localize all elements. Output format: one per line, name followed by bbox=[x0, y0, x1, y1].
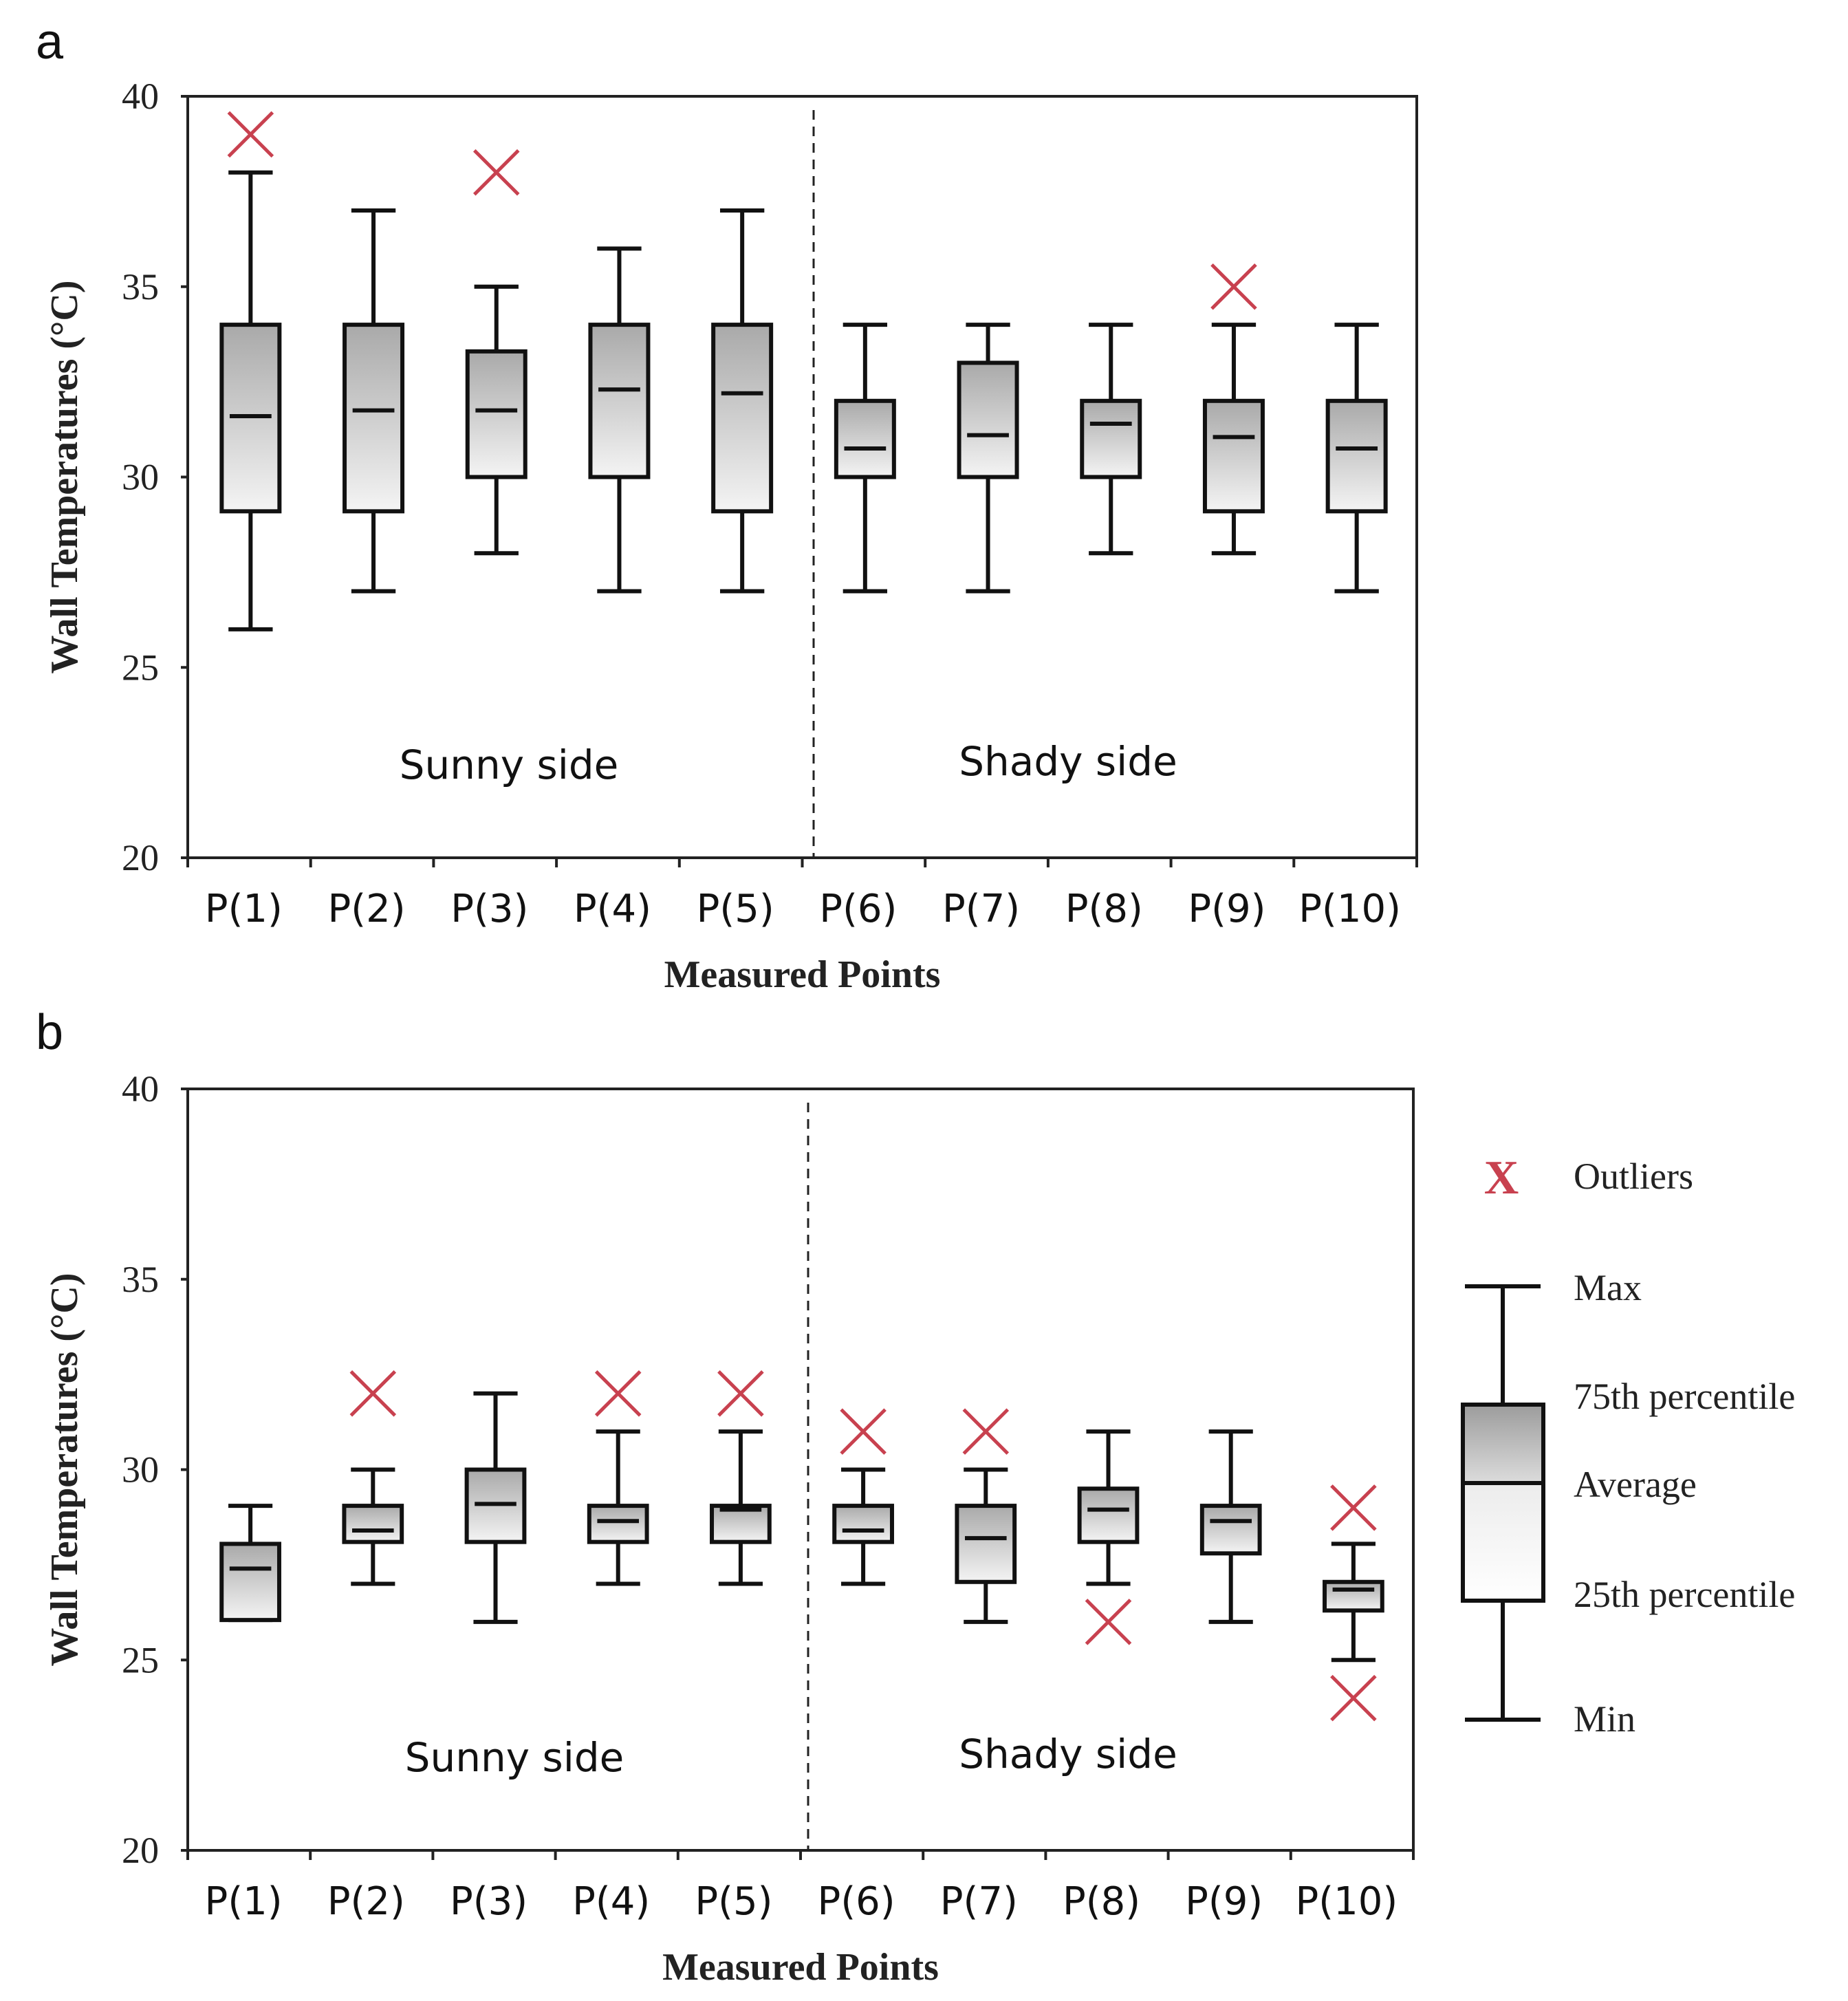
x-tick-label: P(9) bbox=[1185, 1879, 1263, 1924]
x-tick-label: P(6) bbox=[818, 1879, 895, 1924]
chart-panel-b: b 20 25 30 35 40 P(1) P(2) P(3) P(4) P(5) P(6) P(7) P… bbox=[36, 1005, 1415, 1989]
x-tick-label: P(3) bbox=[450, 1879, 528, 1924]
x-tick-label: P(5) bbox=[697, 887, 774, 931]
legend-q3-label: 75th percentile bbox=[1574, 1376, 1795, 1417]
x-tick-label: P(7) bbox=[940, 1879, 1018, 1924]
x-tick-label: P(8) bbox=[1063, 1879, 1140, 1924]
box-iqr bbox=[1077, 1486, 1140, 1544]
legend-min-label: Min bbox=[1574, 1698, 1635, 1740]
y-tick-label: 30 bbox=[122, 457, 159, 498]
x-tick-label: P(4) bbox=[572, 1879, 650, 1924]
box-iqr bbox=[465, 349, 528, 479]
y-tick-label: 40 bbox=[122, 1068, 159, 1110]
x-tick-label: P(9) bbox=[1188, 887, 1265, 931]
x-tick-label: P(10) bbox=[1296, 1879, 1398, 1924]
outlier-marker bbox=[840, 1408, 887, 1455]
outlier-marker bbox=[717, 1370, 764, 1417]
outlier-marker bbox=[1210, 263, 1257, 310]
x-axis-title: Measured Points bbox=[664, 953, 941, 996]
box-iqr bbox=[219, 1542, 281, 1623]
outlier-stroke bbox=[962, 1408, 1010, 1455]
region-label: Shady side bbox=[959, 1731, 1177, 1777]
region-label: Sunny side bbox=[405, 1734, 624, 1781]
panel-letter: a bbox=[36, 14, 64, 69]
box-iqr bbox=[1199, 1504, 1262, 1556]
box-iqr bbox=[588, 323, 651, 479]
outlier-marker bbox=[1330, 1484, 1377, 1531]
box-iqr bbox=[1202, 398, 1265, 514]
chart-panel-a: a 20 25 30 35 40 P(1) P(2) P(3) P(4) P(5) P(6) P(7) P… bbox=[36, 14, 1418, 996]
outlier-marker bbox=[1330, 1674, 1377, 1722]
y-tick-label: 20 bbox=[122, 1830, 159, 1871]
outlier-stroke bbox=[717, 1370, 764, 1417]
legend-q1-label: 25th percentile bbox=[1574, 1574, 1795, 1615]
box-iqr bbox=[1080, 398, 1142, 479]
y-tick-label: 25 bbox=[122, 1639, 159, 1680]
outlier-stroke bbox=[1085, 1599, 1132, 1645]
x-tick-label: P(1) bbox=[205, 887, 283, 931]
y-axis-title: Wall Temperatures (°C) bbox=[43, 280, 86, 673]
outlier-marker bbox=[594, 1370, 642, 1417]
box-plot-legend: X Outliers Max 75th percentile Average 2… bbox=[1461, 1151, 1795, 1740]
x-tick-label: P(8) bbox=[1065, 887, 1143, 931]
outlier-stroke bbox=[594, 1370, 642, 1417]
x-tick-label: P(6) bbox=[819, 887, 897, 931]
outlier-stroke bbox=[1330, 1484, 1377, 1531]
box-iqr bbox=[957, 360, 1019, 479]
outlier-marker bbox=[227, 111, 274, 158]
y-axis-title: Wall Temperatures (°C) bbox=[43, 1273, 86, 1666]
x-tick-label: P(2) bbox=[328, 887, 406, 931]
box-iqr bbox=[1323, 1579, 1384, 1613]
legend-box-lower bbox=[1463, 1483, 1543, 1601]
box-iqr bbox=[343, 323, 405, 514]
box-iqr bbox=[834, 398, 896, 479]
outlier-stroke bbox=[472, 149, 520, 196]
x-tick-label: P(10) bbox=[1298, 887, 1401, 931]
legend-average-label: Average bbox=[1574, 1464, 1697, 1505]
y-tick-label: 20 bbox=[122, 837, 159, 878]
box-iqr bbox=[711, 323, 774, 514]
x-tick-label: P(5) bbox=[695, 1879, 772, 1924]
y-tick-label: 25 bbox=[122, 647, 159, 688]
box-iqr bbox=[710, 1504, 772, 1544]
box-iqr bbox=[832, 1504, 894, 1544]
x-tick-label: P(1) bbox=[205, 1879, 283, 1924]
x-tick-label: P(4) bbox=[574, 887, 651, 931]
outlier-stroke bbox=[227, 111, 274, 158]
x-tick-label: P(7) bbox=[942, 887, 1020, 931]
outlier-stroke bbox=[349, 1370, 397, 1417]
y-tick-label: 40 bbox=[122, 76, 159, 117]
panel-letter: b bbox=[36, 1005, 63, 1060]
outlier-marker bbox=[1085, 1599, 1132, 1645]
x-axis-title: Measured Points bbox=[662, 1946, 939, 1989]
box-iqr bbox=[342, 1504, 404, 1544]
x-tick-label: P(2) bbox=[327, 1879, 405, 1924]
region-label: Sunny side bbox=[400, 742, 619, 788]
x-tick-label: P(3) bbox=[450, 887, 528, 931]
box-iqr bbox=[1325, 398, 1388, 514]
outlier-marker bbox=[472, 149, 520, 196]
outlier-stroke bbox=[1330, 1674, 1377, 1722]
box-iqr bbox=[587, 1504, 649, 1544]
legend-outlier-symbol: X bbox=[1484, 1151, 1519, 1204]
legend-box-upper bbox=[1463, 1405, 1543, 1483]
y-tick-label: 35 bbox=[122, 1259, 159, 1300]
box-iqr bbox=[955, 1504, 1017, 1584]
outlier-stroke bbox=[1210, 263, 1257, 310]
y-tick-label: 35 bbox=[122, 266, 159, 307]
outlier-stroke bbox=[840, 1408, 887, 1455]
y-tick-label: 30 bbox=[122, 1449, 159, 1491]
region-label: Shady side bbox=[959, 738, 1177, 785]
outlier-marker bbox=[349, 1370, 397, 1417]
outlier-marker bbox=[962, 1408, 1010, 1455]
legend-max-label: Max bbox=[1574, 1267, 1642, 1308]
legend-outliers-label: Outliers bbox=[1574, 1156, 1693, 1197]
